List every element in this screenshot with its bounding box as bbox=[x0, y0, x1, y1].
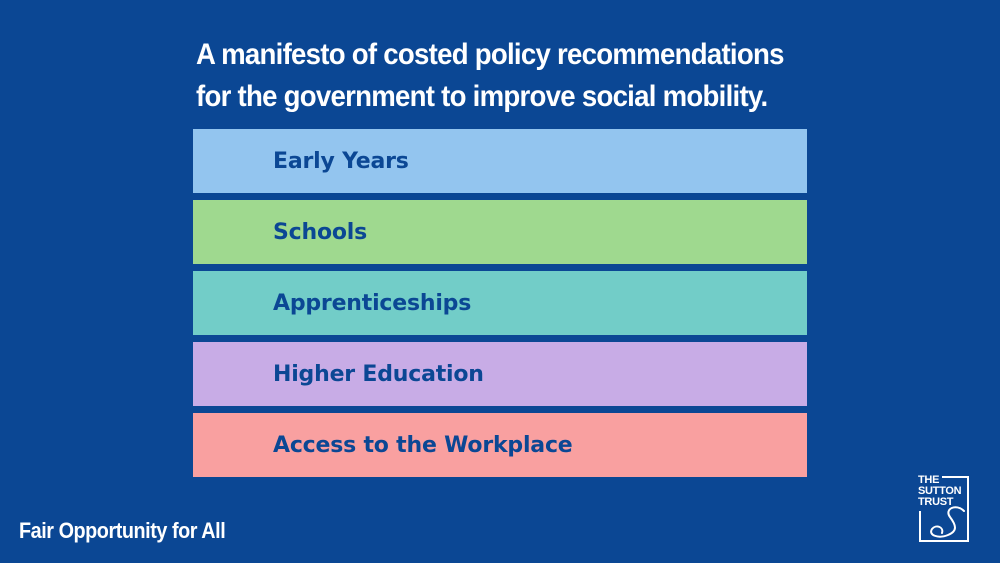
policy-area-access-to-workplace: Access to the Workplace bbox=[193, 413, 807, 477]
logo-line-2: SUTTON bbox=[918, 485, 962, 497]
policy-area-schools: Schools bbox=[193, 200, 807, 264]
sutton-trust-logo: THE SUTTON TRUST bbox=[918, 475, 970, 545]
headline-line-2: for the government to improve social mob… bbox=[196, 80, 768, 113]
policy-area-list: Early Years Schools Apprenticeships High… bbox=[193, 129, 807, 477]
policy-area-label: Early Years bbox=[273, 148, 409, 174]
logo-line-3: TRUST bbox=[918, 496, 954, 508]
policy-area-higher-education: Higher Education bbox=[193, 342, 807, 406]
policy-area-label: Access to the Workplace bbox=[273, 432, 573, 458]
policy-area-early-years: Early Years bbox=[193, 129, 807, 193]
logo-wordmark: THE SUTTON TRUST bbox=[918, 474, 962, 508]
policy-area-apprenticeships: Apprenticeships bbox=[193, 271, 807, 335]
logo-mark-icon bbox=[919, 476, 969, 542]
headline-line-1: A manifesto of costed policy recommendat… bbox=[196, 38, 784, 71]
policy-area-label: Apprenticeships bbox=[273, 290, 472, 316]
policy-area-label: Schools bbox=[273, 219, 368, 245]
logo-line-1: THE bbox=[918, 474, 940, 486]
policy-area-label: Higher Education bbox=[273, 361, 484, 387]
headline: A manifesto of costed policy recommendat… bbox=[196, 34, 785, 118]
footer-tagline: Fair Opportunity for All bbox=[19, 518, 226, 543]
